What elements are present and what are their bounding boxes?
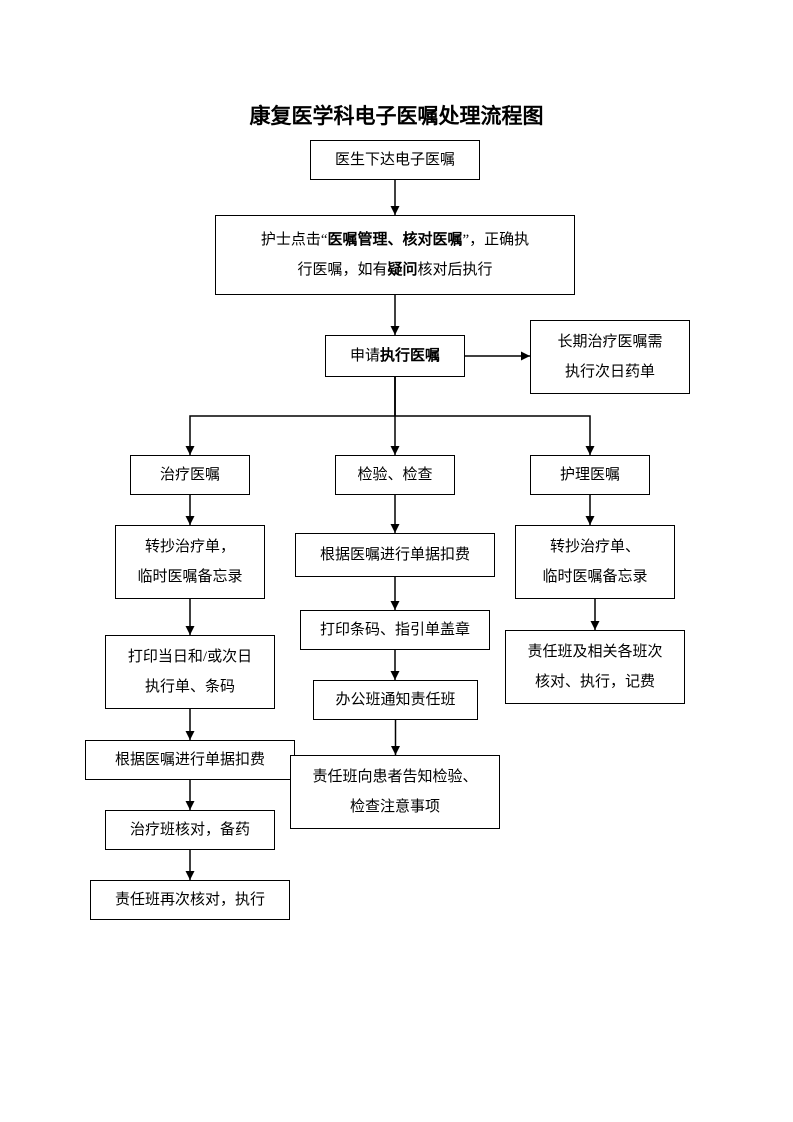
node-left-5: 责任班再次核对，执行 bbox=[90, 880, 290, 920]
node-right-2: 责任班及相关各班次核对、执行，记费 bbox=[505, 630, 685, 704]
node-apply-execute: 申请执行医嘱 bbox=[325, 335, 465, 377]
node-longterm-order: 长期治疗医嘱需执行次日药单 bbox=[530, 320, 690, 394]
node-branch-nursing: 护理医嘱 bbox=[530, 455, 650, 495]
node-branch-treatment: 治疗医嘱 bbox=[130, 455, 250, 495]
node-doctor-issue: 医生下达电子医嘱 bbox=[310, 140, 480, 180]
node-left-2-text: 打印当日和/或次日执行单、条码 bbox=[114, 642, 266, 702]
node-left-2: 打印当日和/或次日执行单、条码 bbox=[105, 635, 275, 709]
node-right-2-text: 责任班及相关各班次核对、执行，记费 bbox=[514, 637, 676, 697]
node-mid-4: 责任班向患者告知检验、检查注意事项 bbox=[290, 755, 500, 829]
node-mid-2: 打印条码、指引单盖章 bbox=[300, 610, 490, 650]
node-left-1-text: 转抄治疗单，临时医嘱备忘录 bbox=[124, 532, 256, 592]
node-branch-inspection: 检验、检查 bbox=[335, 455, 455, 495]
node-longterm-text: 长期治疗医嘱需执行次日药单 bbox=[539, 327, 681, 387]
node-apply-execute-text: 申请执行医嘱 bbox=[334, 341, 456, 371]
node-left-4: 治疗班核对，备药 bbox=[105, 810, 275, 850]
node-left-3: 根据医嘱进行单据扣费 bbox=[85, 740, 295, 780]
flowchart-canvas: 康复医学科电子医嘱处理流程图 医生下达电子医嘱 护士点击“医嘱管理、核对医嘱”，… bbox=[0, 0, 793, 1122]
node-nurse-verify: 护士点击“医嘱管理、核对医嘱”，正确执行医嘱，如有疑问核对后执行 bbox=[215, 215, 575, 295]
node-right-1: 转抄治疗单、临时医嘱备忘录 bbox=[515, 525, 675, 599]
node-mid-1: 根据医嘱进行单据扣费 bbox=[295, 533, 495, 577]
node-mid-3: 办公班通知责任班 bbox=[313, 680, 478, 720]
node-nurse-verify-text: 护士点击“医嘱管理、核对医嘱”，正确执行医嘱，如有疑问核对后执行 bbox=[224, 225, 566, 285]
chart-title: 康复医学科电子医嘱处理流程图 bbox=[0, 100, 793, 130]
node-right-1-text: 转抄治疗单、临时医嘱备忘录 bbox=[524, 532, 666, 592]
node-mid-4-text: 责任班向患者告知检验、检查注意事项 bbox=[299, 762, 491, 822]
node-left-1: 转抄治疗单，临时医嘱备忘录 bbox=[115, 525, 265, 599]
